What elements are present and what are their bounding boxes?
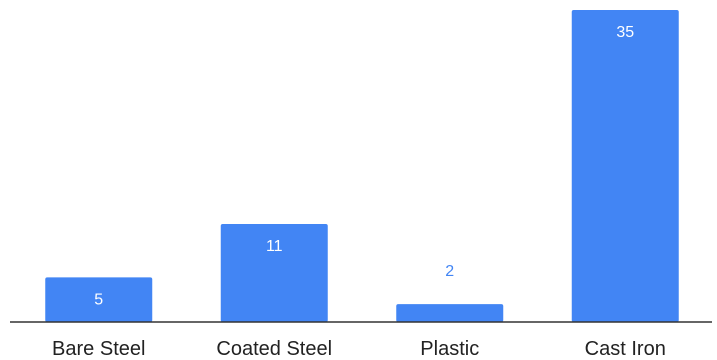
- category-label: Bare Steel: [52, 338, 145, 360]
- bars-layer: [45, 10, 679, 322]
- bar-bare-steel: [45, 277, 153, 322]
- category-label: Coated Steel: [216, 338, 332, 360]
- bar-cast-iron: [571, 10, 679, 322]
- value-labels-layer: 5 11 2 35: [94, 24, 634, 308]
- value-label: 11: [266, 238, 283, 255]
- category-label: Plastic: [420, 338, 479, 360]
- value-label: 2: [445, 263, 454, 280]
- value-label: 5: [94, 291, 103, 308]
- category-labels-layer: Bare Steel Coated Steel Plastic Cast Iron: [52, 338, 666, 360]
- bar-plastic: [396, 304, 504, 322]
- category-label: Cast Iron: [585, 338, 666, 360]
- bar-coated-steel: [220, 223, 328, 322]
- value-label: 35: [616, 24, 634, 41]
